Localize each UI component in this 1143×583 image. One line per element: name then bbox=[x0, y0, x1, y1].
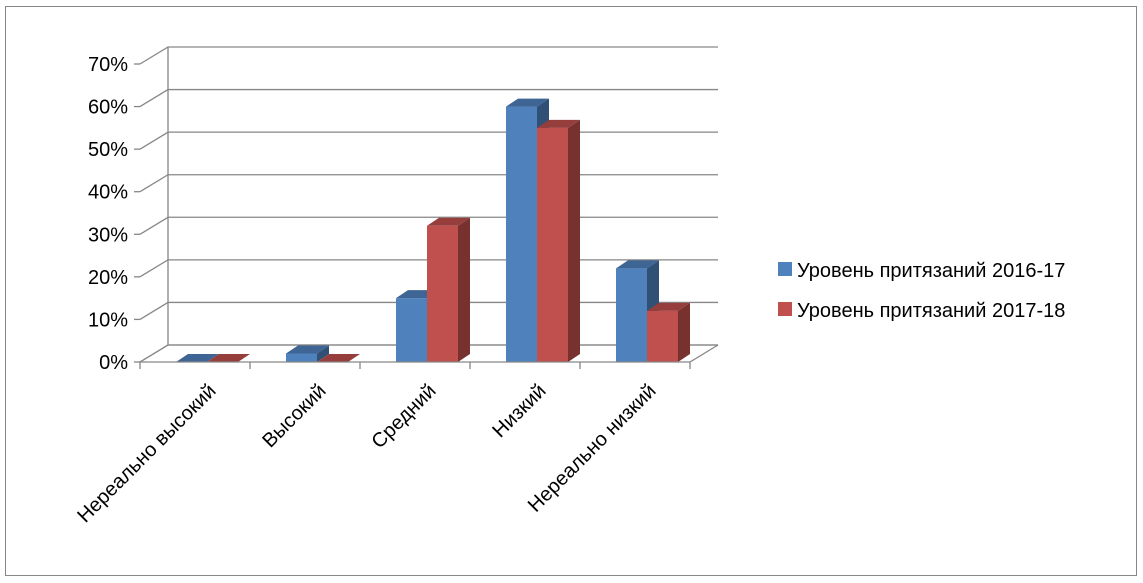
category-label: Средний bbox=[367, 380, 440, 453]
bar-front bbox=[286, 353, 317, 362]
bar-top bbox=[427, 217, 470, 226]
category-label: Нереально высокий bbox=[73, 380, 220, 527]
bar bbox=[317, 354, 360, 362]
bar bbox=[427, 217, 470, 362]
bar-top bbox=[616, 260, 659, 269]
bar-top bbox=[317, 354, 360, 362]
bar-top bbox=[537, 119, 580, 128]
bar-front bbox=[616, 268, 647, 362]
legend: Уровень притязаний 2016-17 Уровень притяз… bbox=[778, 260, 1065, 322]
bar-top bbox=[506, 98, 549, 107]
bar-front bbox=[537, 127, 568, 362]
bar-front bbox=[427, 225, 458, 362]
y-tick-label: 40% bbox=[88, 182, 128, 204]
gridline bbox=[139, 131, 718, 150]
axes bbox=[134, 63, 719, 369]
legend-item: Уровень притязаний 2017-18 bbox=[778, 300, 1065, 322]
bar-front bbox=[396, 298, 427, 362]
bar-top bbox=[176, 354, 219, 362]
bars bbox=[176, 98, 690, 363]
category-label: Высокий bbox=[258, 380, 330, 452]
y-tick-label: 60% bbox=[88, 97, 128, 119]
bar-side bbox=[678, 302, 690, 362]
legend-swatch bbox=[778, 302, 792, 316]
bar bbox=[537, 119, 580, 362]
gridline bbox=[139, 46, 718, 65]
bar-side bbox=[458, 217, 470, 362]
legend-swatch bbox=[778, 262, 792, 276]
bar bbox=[286, 345, 329, 362]
legend-item: Уровень притязаний 2016-17 bbox=[778, 260, 1065, 282]
side-wall bbox=[139, 47, 169, 363]
bar-top bbox=[286, 345, 329, 354]
category-label: Низкий bbox=[488, 380, 550, 442]
y-tick-label: 0% bbox=[99, 352, 128, 374]
bar bbox=[176, 354, 219, 362]
bar bbox=[207, 354, 250, 362]
y-tick-label: 30% bbox=[88, 224, 128, 246]
y-tick-label: 50% bbox=[88, 139, 128, 161]
category-labels: Нереально высокий Высокий Средний НизкийНер… bbox=[73, 380, 660, 527]
y-tick-label: 20% bbox=[88, 267, 128, 289]
legend-label: Уровень притязаний 2017-18 bbox=[797, 300, 1065, 322]
gridline bbox=[139, 88, 718, 108]
bar-front bbox=[506, 106, 537, 362]
legend-label: Уровень притязаний 2016-17 bbox=[797, 260, 1065, 282]
bar-top bbox=[207, 354, 250, 362]
gridline bbox=[139, 174, 718, 193]
bar-front bbox=[647, 310, 678, 362]
bar-side bbox=[317, 345, 329, 362]
y-tick-labels: 0% 10% 20% 30% 40% 50% 60% 70% bbox=[88, 54, 128, 374]
bar bbox=[647, 302, 690, 362]
bar-top bbox=[647, 302, 690, 311]
bar-side bbox=[568, 119, 580, 362]
y-tick-label: 70% bbox=[88, 54, 128, 76]
y-tick-label: 10% bbox=[88, 309, 128, 331]
